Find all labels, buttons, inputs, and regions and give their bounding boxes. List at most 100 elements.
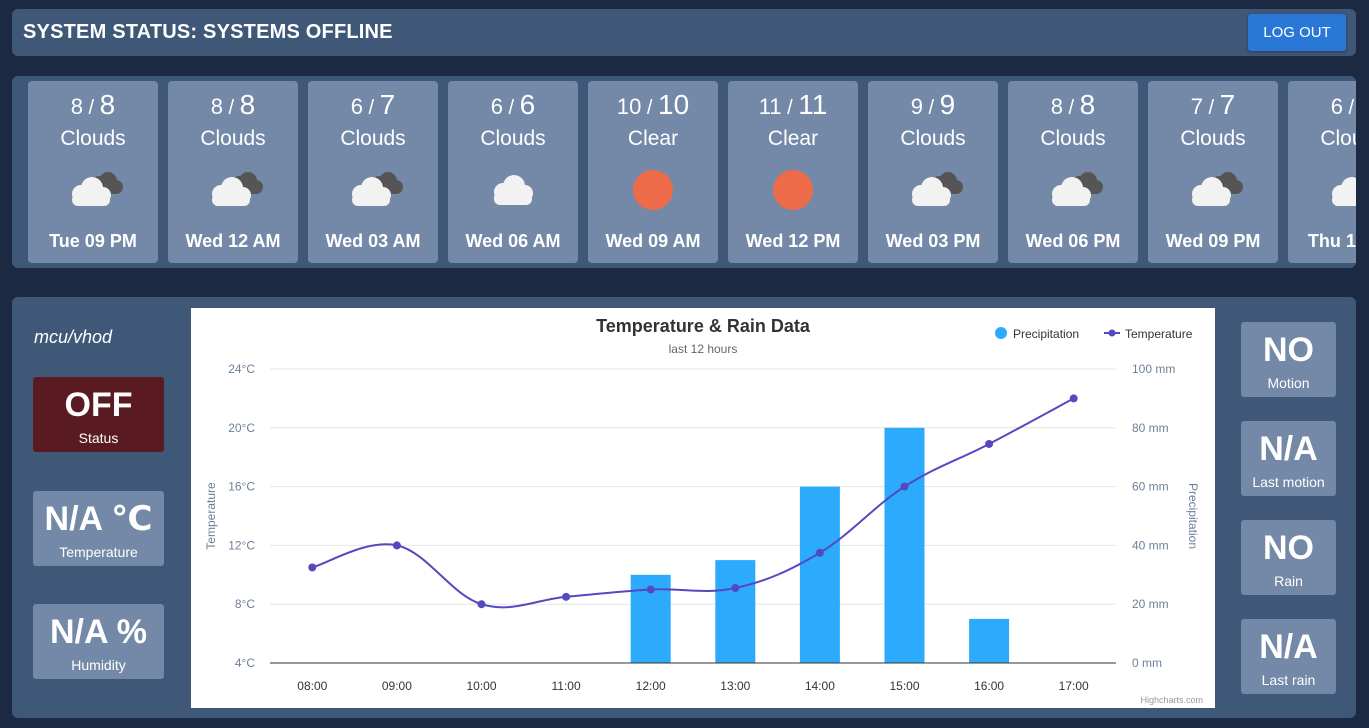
x-tick-label: 12:00 xyxy=(636,679,666,693)
forecast-condition: Clouds xyxy=(480,127,546,150)
last-motion-value: N/A xyxy=(1259,430,1318,468)
chart-subtitle: last 12 hours xyxy=(669,342,738,356)
forecast-condition: Clouds xyxy=(1320,127,1356,150)
status-label: Status xyxy=(78,430,119,446)
forecast-strip[interactable]: 8 / 8 Clouds Tue 09 PM 8 / 8 Clouds Wed 12 AM… xyxy=(12,76,1356,268)
logout-button[interactable]: LOG OUT xyxy=(1248,14,1346,51)
precipitation-bar xyxy=(799,486,840,663)
temp-separator: / xyxy=(781,97,799,119)
temperature-point xyxy=(731,584,740,593)
forecast-temp: 6 / 7 xyxy=(308,89,438,121)
temperature-point xyxy=(562,592,571,601)
temperature-line xyxy=(312,397,1075,609)
forecast-temp: 11 / 11 xyxy=(728,89,858,121)
temp-separator: / xyxy=(363,97,380,119)
forecast-temp: 8 / 8 xyxy=(28,89,158,121)
forecast-card[interactable]: 8 / 8 Clouds Wed 12 AM xyxy=(168,81,298,263)
forecast-temp: 8 / 8 xyxy=(168,89,298,121)
humidity-value: N/A % xyxy=(50,613,147,651)
forecast-high: 8 xyxy=(99,89,116,120)
forecast-low: 10 xyxy=(616,94,642,119)
motion-label: Motion xyxy=(1267,375,1310,391)
forecast-condition: Clouds xyxy=(60,127,126,150)
y-left-tick-label: 8°C xyxy=(235,597,255,611)
system-status-title: SYSTEM STATUS: SYSTEMS OFFLINE xyxy=(23,21,393,43)
last-rain-tile: N/A Last rain xyxy=(1241,619,1336,694)
forecast-temp: 8 / 8 xyxy=(1008,89,1138,121)
forecast-card[interactable]: 8 / 8 Clouds Tue 09 PM xyxy=(28,81,158,263)
temperature-point xyxy=(646,585,655,594)
forecast-card[interactable]: 10 / 10 Clear Wed 09 AM xyxy=(588,81,718,263)
y-right-tick-label: 0 mm xyxy=(1132,656,1162,670)
cloud-sun-icon xyxy=(1321,167,1356,211)
forecast-high: 8 xyxy=(239,89,256,120)
y-right-tick-label: 20 mm xyxy=(1132,597,1169,611)
temperature-label: Temperature xyxy=(59,544,138,560)
status-tile: OFF Status xyxy=(33,377,164,452)
forecast-card[interactable]: 6 / 7 Clouds Wed 03 AM xyxy=(308,81,438,263)
device-topic: mcu/vhod xyxy=(34,327,113,347)
sun-icon xyxy=(621,167,685,211)
forecast-card[interactable]: 8 / 8 Clouds Wed 06 PM xyxy=(1008,81,1138,263)
forecast-low: 6 xyxy=(350,94,363,119)
y-right-tick-label: 100 mm xyxy=(1132,362,1175,376)
x-tick-label: 08:00 xyxy=(297,679,327,693)
legend-temperature-label: Temperature xyxy=(1125,327,1193,341)
legend-temperature-marker xyxy=(1108,329,1116,337)
forecast-card[interactable]: 11 / 11 Clear Wed 12 PM xyxy=(728,81,858,263)
temp-separator: / xyxy=(1348,97,1355,119)
forecast-time: Wed 03 AM xyxy=(325,231,421,251)
forecast-high: 7 xyxy=(379,89,396,120)
temp-separator: / xyxy=(503,97,520,119)
forecast-time: Wed 06 PM xyxy=(1025,231,1121,251)
rain-tile: NO Rain xyxy=(1241,520,1336,595)
forecast-time: Wed 12 PM xyxy=(745,231,841,251)
forecast-low: 7 xyxy=(1190,94,1203,119)
motion-value: NO xyxy=(1263,331,1314,369)
precipitation-bar xyxy=(969,618,1010,663)
cloud-sun-icon xyxy=(201,167,265,211)
y-left-tick-label: 24°C xyxy=(228,362,255,376)
forecast-condition: Clear xyxy=(627,127,679,150)
forecast-condition: Clear xyxy=(767,127,819,150)
forecast-card[interactable]: 6 / 6 Clouds Thu 12 AM xyxy=(1288,81,1356,263)
x-tick-label: 09:00 xyxy=(382,679,412,693)
last-rain-value: N/A xyxy=(1259,628,1318,666)
chart-credits: Highcharts.com xyxy=(1140,695,1203,705)
legend-precipitation-marker xyxy=(995,327,1007,339)
forecast-card[interactable]: 9 / 9 Clouds Wed 03 PM xyxy=(868,81,998,263)
chart-svg: Temperature & Rain Data last 12 hours 4°C 8… xyxy=(204,316,1203,705)
cloud-sun-icon xyxy=(1181,167,1245,211)
forecast-temp: 6 / 6 xyxy=(448,89,578,121)
humidity-tile: N/A % Humidity xyxy=(33,604,164,679)
cloud-sun-icon xyxy=(1041,167,1105,211)
forecast-low: 11 xyxy=(758,94,782,119)
x-tick-label: 10:00 xyxy=(466,679,496,693)
precipitation-bar xyxy=(715,560,756,663)
last-motion-label: Last motion xyxy=(1252,474,1325,490)
forecast-high: 9 xyxy=(939,89,956,120)
forecast-time: Wed 09 PM xyxy=(1165,231,1261,251)
temperature-point xyxy=(1069,394,1078,403)
forecast-high: 7 xyxy=(1219,89,1236,120)
temperature-point xyxy=(308,563,317,572)
temperature-rain-chart: Temperature & Rain Data last 12 hours 4°C 8… xyxy=(191,308,1215,708)
sun-icon xyxy=(761,167,825,211)
forecast-temp: 6 / 6 xyxy=(1288,89,1356,121)
forecast-high: 8 xyxy=(1079,89,1096,120)
y-left-tick-label: 16°C xyxy=(228,480,255,494)
cloud-icon xyxy=(481,167,545,211)
forecast-low: 6 xyxy=(1330,94,1343,119)
temperature-tile: N/A ℃ Temperature xyxy=(33,491,164,566)
forecast-high: 6 xyxy=(519,89,536,120)
forecast-condition: Clouds xyxy=(340,127,406,150)
forecast-temp: 10 / 10 xyxy=(588,89,718,121)
forecast-time: Thu 12 AM xyxy=(1307,231,1356,251)
y-left-axis-title: Temperature xyxy=(204,482,218,550)
cloud-sun-icon xyxy=(341,167,405,211)
temperature-point xyxy=(392,541,401,550)
y-left-tick-label: 20°C xyxy=(228,421,255,435)
forecast-card[interactable]: 6 / 6 Clouds Wed 06 AM xyxy=(448,81,578,263)
legend-precipitation-label: Precipitation xyxy=(1013,327,1079,341)
forecast-card[interactable]: 7 / 7 Clouds Wed 09 PM xyxy=(1148,81,1278,263)
